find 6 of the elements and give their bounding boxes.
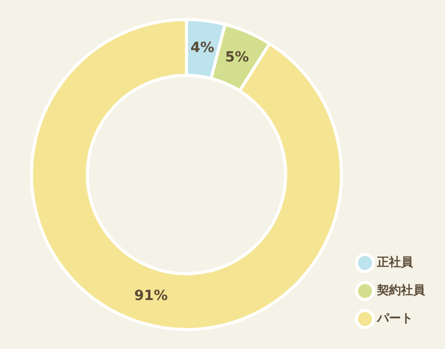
- data-label: 5%: [225, 49, 249, 66]
- legend-label: パート: [376, 311, 413, 326]
- legend-label: 契約社員: [376, 283, 426, 298]
- legend-label: 正社員: [376, 255, 414, 270]
- data-label: 91%: [134, 288, 168, 304]
- data-label: 4%: [190, 40, 214, 56]
